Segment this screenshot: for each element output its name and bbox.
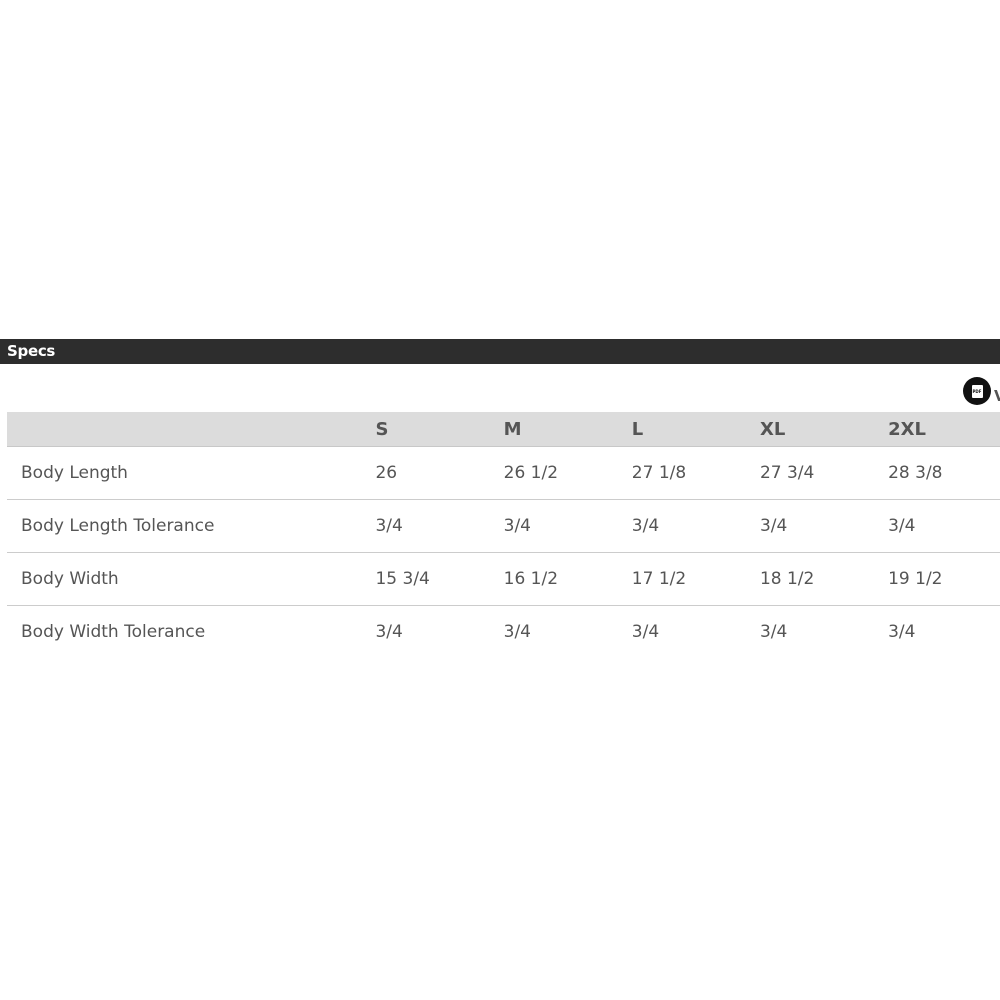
- cell-value: 27 1/8: [631, 446, 760, 500]
- cell-value: 17 1/2: [631, 552, 760, 606]
- cell-value: 19 1/2: [888, 552, 1000, 606]
- header-blank: [7, 412, 376, 447]
- cell-value: 3/4: [759, 499, 889, 553]
- header-size-s: S: [375, 412, 504, 447]
- cell-value: 3/4: [631, 499, 760, 553]
- header-size-m: M: [503, 412, 632, 447]
- cell-value: 3/4: [375, 622, 403, 642]
- table-row: Body Width 15 3/4 16 1/2 17 1/2 18 1/2 19 1/2: [7, 552, 1000, 606]
- row-label: Body Width Tolerance: [21, 622, 206, 642]
- table-row: Body Length 26 26 1/2 27 1/8 27 3/4 28 3/8: [7, 446, 1000, 500]
- cell-value: 28 3/8: [888, 446, 1000, 500]
- row-label: Body Length: [7, 446, 376, 500]
- header-size-xl: XL: [759, 412, 889, 447]
- pdf-icon-text: PDF: [971, 384, 983, 398]
- header-size-2xl: 2XL: [888, 412, 1000, 447]
- cell-value: 27 3/4: [759, 446, 889, 500]
- cell-value: 3/4: [631, 622, 660, 642]
- cell-value: 3/4: [888, 499, 1000, 553]
- cell-value: 3/4: [503, 622, 531, 642]
- specs-header-bar: Specs: [0, 339, 1000, 364]
- cell-value: 18 1/2: [759, 552, 889, 606]
- cell-value: 3/4: [888, 622, 916, 642]
- view-pdf-label[interactable]: V: [994, 387, 1000, 405]
- cell-value: 26 1/2: [503, 446, 632, 500]
- view-pdf-link[interactable]: PDF V: [963, 377, 1000, 405]
- table-row: Body Length Tolerance 3/4 3/4 3/4 3/4 3/4: [7, 499, 1000, 553]
- row-label: Body Width: [7, 552, 376, 606]
- cell-value: 3/4: [375, 499, 504, 553]
- size-specs-table: S M L XL 2XL Body Length 26 26 1/2 27 1/8 27…: [7, 412, 1000, 658]
- cell-value: 3/4: [503, 499, 632, 553]
- header-size-l: L: [631, 412, 760, 447]
- cell-value: 3/4: [759, 622, 788, 642]
- cell-value: 26: [375, 446, 504, 500]
- table-header-row: S M L XL 2XL: [7, 412, 1000, 447]
- cell-value: 16 1/2: [503, 552, 632, 606]
- cell-value: 15 3/4: [375, 552, 504, 606]
- row-label: Body Length Tolerance: [7, 499, 376, 553]
- pdf-file-icon: PDF: [963, 377, 991, 405]
- table-row: Body Width Tolerance 3/4 3/4 3/4 3/4 3/4: [7, 606, 1000, 659]
